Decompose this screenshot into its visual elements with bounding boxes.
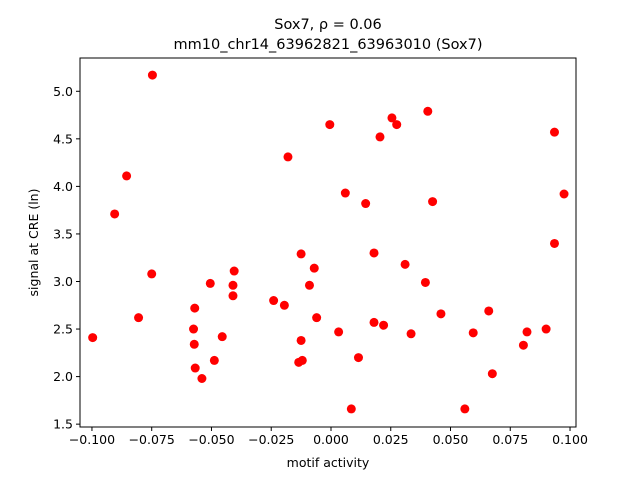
data-point: [468, 328, 478, 338]
data-point: [423, 106, 433, 116]
data-point: [205, 278, 215, 288]
data-point: [400, 259, 410, 269]
data-point: [549, 127, 559, 137]
data-point: [325, 120, 335, 130]
data-point: [217, 332, 227, 342]
data-point: [392, 120, 402, 130]
data-point: [147, 70, 157, 80]
data-point: [304, 280, 314, 290]
data-point: [190, 303, 200, 313]
chart-title-line2: mm10_chr14_63962821_63963010 (Sox7): [174, 37, 483, 53]
data-point: [346, 404, 356, 414]
x-axis-ticks: −0.100 −0.075 −0.050 −0.025 0.000 0.025 0.050 0…: [69, 427, 588, 447]
data-point: [189, 339, 199, 349]
x-tick-label: 0.000: [313, 432, 349, 447]
data-point: [387, 113, 397, 123]
plot-area: [79, 57, 577, 428]
data-points: [88, 70, 569, 414]
data-point: [428, 197, 438, 207]
y-axis-label: signal at CRE (ln): [26, 189, 41, 297]
data-point: [279, 300, 289, 310]
x-tick-label: −0.100: [69, 432, 115, 447]
x-tick-label: 0.025: [373, 432, 409, 447]
x-tick-label: 0.100: [552, 432, 588, 447]
y-axis-ticks: 1.5 2.0 2.5 3.0 3.5 4.0 4.5 5.0: [53, 84, 80, 432]
data-point: [312, 313, 322, 323]
data-point: [406, 329, 416, 339]
data-point: [522, 327, 532, 337]
data-point: [228, 291, 238, 301]
data-point: [369, 317, 379, 327]
data-point: [460, 404, 470, 414]
data-point: [518, 340, 528, 350]
data-point: [189, 324, 199, 334]
data-point: [559, 189, 569, 199]
data-point: [369, 248, 379, 258]
x-axis-label: motif activity: [287, 455, 370, 470]
data-point: [229, 266, 239, 276]
y-tick-label: 3.0: [53, 274, 73, 289]
data-point: [484, 306, 494, 316]
data-point: [309, 263, 319, 273]
data-point: [209, 355, 219, 365]
data-point: [375, 132, 385, 142]
y-tick-label: 2.5: [53, 322, 73, 337]
data-point: [340, 188, 350, 198]
data-point: [361, 199, 371, 209]
data-point: [487, 369, 497, 379]
data-point: [110, 209, 120, 219]
data-point: [296, 335, 306, 345]
data-point: [147, 269, 157, 279]
x-tick-label: −0.050: [188, 432, 234, 447]
x-tick-label: −0.075: [129, 432, 175, 447]
y-tick-label: 5.0: [53, 84, 73, 99]
y-tick-label: 1.5: [53, 417, 73, 432]
data-point: [353, 353, 363, 363]
x-tick-label: 0.050: [433, 432, 469, 447]
data-point: [88, 333, 98, 343]
axes-frame: [79, 57, 577, 428]
x-tick-label: −0.025: [248, 432, 294, 447]
data-point: [549, 238, 559, 248]
data-point: [541, 324, 551, 334]
x-tick-label: 0.075: [492, 432, 528, 447]
data-point: [122, 171, 132, 181]
data-point: [269, 296, 279, 306]
data-point: [197, 373, 207, 383]
chart-title-line1: Sox7, ρ = 0.06: [274, 17, 382, 33]
data-point: [436, 309, 446, 319]
y-tick-label: 2.0: [53, 369, 73, 384]
data-point: [190, 363, 200, 373]
data-point: [228, 280, 238, 290]
data-point: [297, 355, 307, 365]
data-point: [379, 320, 389, 330]
data-point: [283, 152, 293, 162]
data-point: [420, 277, 430, 287]
data-point: [334, 327, 344, 337]
y-tick-label: 3.5: [53, 226, 73, 241]
data-point: [296, 249, 306, 259]
y-tick-label: 4.5: [53, 131, 73, 146]
y-tick-label: 4.0: [53, 179, 73, 194]
data-point: [134, 313, 144, 323]
